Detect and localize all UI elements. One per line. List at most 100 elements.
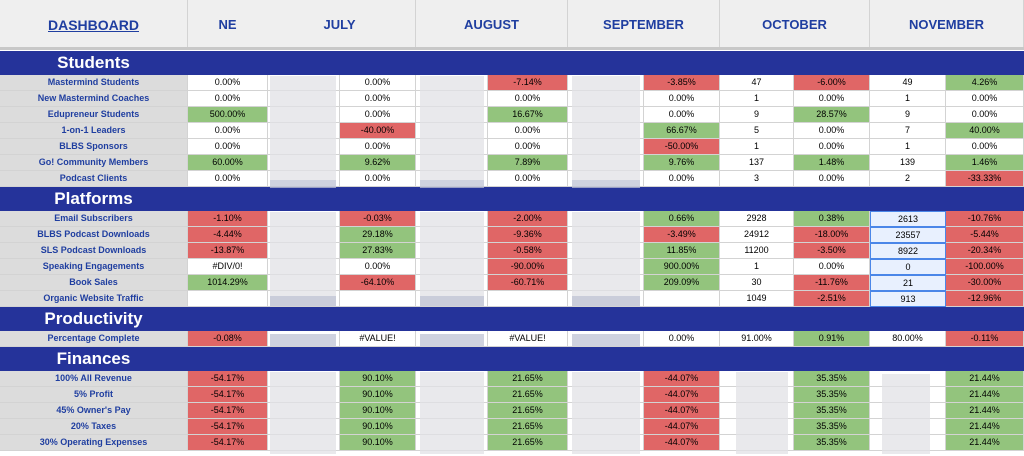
students-july-6[interactable]: 0.00%: [340, 171, 416, 187]
finances-nov-pct-3[interactable]: 21.44%: [946, 419, 1024, 435]
finances-july-4[interactable]: 90.10%: [340, 435, 416, 451]
students-nov-count-6[interactable]: 2: [870, 171, 946, 187]
students-nov-count-0[interactable]: 49: [870, 75, 946, 91]
students-nov-count-1[interactable]: 1: [870, 91, 946, 107]
productivity-oct-pct-0[interactable]: 0.91%: [794, 331, 870, 347]
row-label-email-subscribers[interactable]: Email Subscribers: [0, 211, 188, 227]
students-oct-count-0[interactable]: 47: [720, 75, 794, 91]
platforms-oct-pct-4[interactable]: -11.76%: [794, 275, 870, 291]
productivity-july-0[interactable]: #VALUE!: [340, 331, 416, 347]
productivity-september-0[interactable]: 0.00%: [644, 331, 720, 347]
students-september-2[interactable]: 0.00%: [644, 107, 720, 123]
productivity-june-0[interactable]: -0.08%: [188, 331, 268, 347]
platforms-oct-pct-5[interactable]: -2.51%: [794, 291, 870, 307]
platforms-june-3[interactable]: #DIV/0!: [188, 259, 268, 275]
finances-nov-pct-0[interactable]: 21.44%: [946, 371, 1024, 387]
finances-july-1[interactable]: 90.10%: [340, 387, 416, 403]
row-label-percentage-complete[interactable]: Percentage Complete: [0, 331, 188, 347]
students-september-4[interactable]: -50.00%: [644, 139, 720, 155]
platforms-july-1[interactable]: 29.18%: [340, 227, 416, 243]
platforms-june-0[interactable]: -1.10%: [188, 211, 268, 227]
productivity-nov-pct-0[interactable]: -0.11%: [946, 331, 1024, 347]
platforms-nov-count-1[interactable]: 23557: [870, 227, 946, 243]
section-platforms[interactable]: Platforms: [0, 187, 188, 211]
students-nov-count-2[interactable]: 9: [870, 107, 946, 123]
platforms-oct-count-2[interactable]: 11200: [720, 243, 794, 259]
students-oct-pct-2[interactable]: 28.57%: [794, 107, 870, 123]
students-oct-pct-3[interactable]: 0.00%: [794, 123, 870, 139]
platforms-nov-count-0[interactable]: 2613: [870, 211, 946, 227]
students-nov-pct-5[interactable]: 1.46%: [946, 155, 1024, 171]
finances-july-2[interactable]: 90.10%: [340, 403, 416, 419]
platforms-september-2[interactable]: 11.85%: [644, 243, 720, 259]
students-september-1[interactable]: 0.00%: [644, 91, 720, 107]
platforms-nov-pct-2[interactable]: -20.34%: [946, 243, 1024, 259]
row-label-100-all-revenue[interactable]: 100% All Revenue: [0, 371, 188, 387]
students-august-4[interactable]: 0.00%: [488, 139, 568, 155]
platforms-nov-count-3[interactable]: 0: [870, 259, 946, 275]
students-august-1[interactable]: 0.00%: [488, 91, 568, 107]
platforms-august-1[interactable]: -9.36%: [488, 227, 568, 243]
finances-september-1[interactable]: -44.07%: [644, 387, 720, 403]
platforms-nov-pct-5[interactable]: -12.96%: [946, 291, 1024, 307]
platforms-nov-pct-1[interactable]: -5.44%: [946, 227, 1024, 243]
platforms-oct-count-5[interactable]: 1049: [720, 291, 794, 307]
row-label-organic-website-traffic[interactable]: Organic Website Traffic: [0, 291, 188, 307]
platforms-august-0[interactable]: -2.00%: [488, 211, 568, 227]
month-header-july[interactable]: JULY: [264, 0, 416, 50]
students-july-1[interactable]: 0.00%: [340, 91, 416, 107]
students-september-5[interactable]: 9.76%: [644, 155, 720, 171]
platforms-nov-count-4[interactable]: 21: [870, 275, 946, 291]
row-label-blbs-podcast-downloads[interactable]: BLBS Podcast Downloads: [0, 227, 188, 243]
students-oct-pct-6[interactable]: 0.00%: [794, 171, 870, 187]
students-nov-pct-0[interactable]: 4.26%: [946, 75, 1024, 91]
students-nov-pct-4[interactable]: 0.00%: [946, 139, 1024, 155]
productivity-nov-count-0[interactable]: 80.00%: [870, 331, 946, 347]
platforms-nov-pct-0[interactable]: -10.76%: [946, 211, 1024, 227]
month-header-august[interactable]: AUGUST: [416, 0, 568, 50]
students-nov-pct-3[interactable]: 40.00%: [946, 123, 1024, 139]
students-oct-count-5[interactable]: 137: [720, 155, 794, 171]
platforms-june-5[interactable]: [188, 291, 268, 307]
section-finances[interactable]: Finances: [0, 347, 188, 371]
students-nov-pct-6[interactable]: -33.33%: [946, 171, 1024, 187]
students-september-3[interactable]: 66.67%: [644, 123, 720, 139]
students-oct-pct-5[interactable]: 1.48%: [794, 155, 870, 171]
finances-july-0[interactable]: 90.10%: [340, 371, 416, 387]
row-label-blbs-sponsors[interactable]: BLBS Sponsors: [0, 139, 188, 155]
finances-september-3[interactable]: -44.07%: [644, 419, 720, 435]
productivity-oct-count-0[interactable]: 91.00%: [720, 331, 794, 347]
month-header-september[interactable]: SEPTEMBER: [568, 0, 720, 50]
finances-august-4[interactable]: 21.65%: [488, 435, 568, 451]
finances-oct-pct-4[interactable]: 35.35%: [794, 435, 870, 451]
students-july-4[interactable]: 0.00%: [340, 139, 416, 155]
students-june-1[interactable]: 0.00%: [188, 91, 268, 107]
platforms-july-5[interactable]: [340, 291, 416, 307]
students-june-6[interactable]: 0.00%: [188, 171, 268, 187]
students-july-5[interactable]: 9.62%: [340, 155, 416, 171]
platforms-oct-pct-2[interactable]: -3.50%: [794, 243, 870, 259]
platforms-oct-pct-3[interactable]: 0.00%: [794, 259, 870, 275]
month-header-ne[interactable]: NE: [188, 0, 268, 50]
finances-june-0[interactable]: -54.17%: [188, 371, 268, 387]
platforms-nov-count-2[interactable]: 8922: [870, 243, 946, 259]
finances-oct-pct-2[interactable]: 35.35%: [794, 403, 870, 419]
finances-august-3[interactable]: 21.65%: [488, 419, 568, 435]
finances-oct-pct-0[interactable]: 35.35%: [794, 371, 870, 387]
platforms-july-4[interactable]: -64.10%: [340, 275, 416, 291]
platforms-oct-count-0[interactable]: 2928: [720, 211, 794, 227]
row-label-30-operating-expenses[interactable]: 30% Operating Expenses: [0, 435, 188, 451]
students-oct-count-4[interactable]: 1: [720, 139, 794, 155]
platforms-oct-pct-0[interactable]: 0.38%: [794, 211, 870, 227]
students-oct-count-3[interactable]: 5: [720, 123, 794, 139]
platforms-june-4[interactable]: 1014.29%: [188, 275, 268, 291]
students-august-2[interactable]: 16.67%: [488, 107, 568, 123]
finances-september-2[interactable]: -44.07%: [644, 403, 720, 419]
row-label-speaking-engagements[interactable]: Speaking Engagements: [0, 259, 188, 275]
platforms-august-5[interactable]: [488, 291, 568, 307]
platforms-nov-pct-3[interactable]: -100.00%: [946, 259, 1024, 275]
platforms-june-2[interactable]: -13.87%: [188, 243, 268, 259]
platforms-september-5[interactable]: [644, 291, 720, 307]
finances-september-4[interactable]: -44.07%: [644, 435, 720, 451]
students-nov-count-5[interactable]: 139: [870, 155, 946, 171]
